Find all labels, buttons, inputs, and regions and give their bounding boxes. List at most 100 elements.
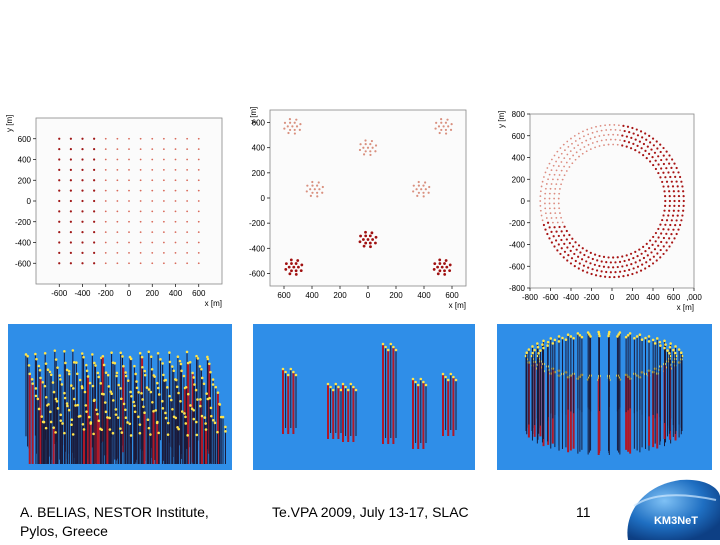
- data-point: [639, 130, 643, 133]
- data-point: [664, 199, 667, 203]
- data-point: [655, 259, 658, 262]
- data-point: [676, 214, 679, 217]
- data-point: [676, 185, 679, 188]
- optical-module: [140, 355, 144, 359]
- data-point: [440, 118, 443, 121]
- optical-module: [120, 431, 124, 434]
- data-point: [668, 190, 671, 193]
- optical-module: [216, 391, 220, 394]
- optical-module: [155, 421, 159, 425]
- data-point: [292, 265, 296, 269]
- optical-module: [198, 365, 202, 368]
- data-point: [553, 154, 556, 157]
- data-point: [618, 260, 622, 263]
- optical-module: [192, 408, 195, 412]
- optical-module: [164, 416, 168, 420]
- data-point: [659, 223, 662, 226]
- data-point: [634, 261, 637, 264]
- optical-module: [117, 383, 120, 387]
- data-point: [638, 140, 641, 143]
- data-point: [682, 195, 685, 198]
- data-point: [571, 237, 574, 240]
- data-point: [58, 251, 61, 254]
- optical-module: [170, 365, 174, 368]
- data-point: [580, 258, 584, 261]
- optical-module: [651, 338, 655, 342]
- data-point: [675, 232, 678, 236]
- data-point: [550, 230, 553, 234]
- optical-module: [386, 348, 390, 352]
- y-tick-label: -800: [509, 284, 526, 293]
- data-point: [648, 160, 652, 163]
- data-point: [69, 251, 72, 254]
- optical-module: [70, 423, 73, 427]
- optical-module: [126, 421, 129, 424]
- data-point: [614, 261, 617, 264]
- data-point: [607, 133, 610, 136]
- optical-module: [411, 377, 415, 381]
- data-point: [287, 131, 290, 135]
- data-point: [651, 243, 654, 246]
- data-point: [591, 268, 594, 271]
- data-point: [556, 221, 559, 224]
- data-point: [448, 263, 452, 267]
- data-point: [667, 228, 670, 231]
- optical-module: [281, 367, 285, 371]
- optical-module: [177, 391, 180, 395]
- data-point: [548, 237, 551, 240]
- x-tick-label: 400: [646, 293, 660, 302]
- optical-module: [204, 422, 207, 425]
- data-point: [586, 271, 589, 274]
- data-point: [362, 244, 366, 248]
- optical-module: [626, 333, 630, 337]
- data-point: [186, 251, 189, 254]
- data-point: [139, 189, 142, 192]
- data-point: [573, 135, 576, 137]
- data-point: [663, 190, 666, 193]
- data-point: [151, 241, 154, 244]
- data-point: [104, 148, 107, 151]
- optical-module: [449, 372, 453, 376]
- optical-module: [218, 403, 222, 406]
- optical-module: [119, 351, 123, 355]
- data-point: [600, 270, 603, 273]
- data-point: [677, 204, 681, 208]
- optical-module: [168, 360, 172, 364]
- data-point: [544, 192, 547, 195]
- data-point: [559, 188, 561, 190]
- data-point: [539, 209, 542, 212]
- data-point: [638, 248, 641, 251]
- x-tick-label: 200: [389, 291, 403, 300]
- data-point: [619, 129, 621, 132]
- optical-module: [56, 407, 60, 410]
- data-point: [438, 258, 442, 262]
- data-point: [638, 151, 641, 154]
- data-point: [128, 241, 130, 244]
- data-point: [116, 179, 119, 182]
- data-point: [116, 210, 119, 213]
- data-point: [574, 241, 577, 244]
- data-point: [559, 252, 562, 256]
- data-point: [674, 224, 677, 227]
- y-axis-label: y [m]: [497, 111, 506, 128]
- data-point: [650, 148, 653, 151]
- data-point: [81, 220, 84, 223]
- x-tick-label: 600: [192, 289, 206, 298]
- data-point: [609, 128, 612, 131]
- data-point: [186, 158, 189, 161]
- data-point: [58, 179, 61, 182]
- optical-module: [96, 412, 99, 416]
- data-point: [128, 158, 130, 161]
- optical-module: [126, 379, 130, 383]
- x-tick-label: -200: [583, 293, 600, 302]
- y-tick-label: -200: [509, 219, 526, 228]
- data-point: [557, 234, 560, 238]
- data-point: [555, 160, 557, 163]
- optical-module: [658, 340, 662, 344]
- optical-module: [542, 339, 545, 343]
- logo-text: KM3NeT: [654, 515, 698, 527]
- data-point: [674, 175, 677, 178]
- data-point: [582, 130, 584, 133]
- data-point: [197, 200, 200, 202]
- optical-module: [644, 336, 647, 340]
